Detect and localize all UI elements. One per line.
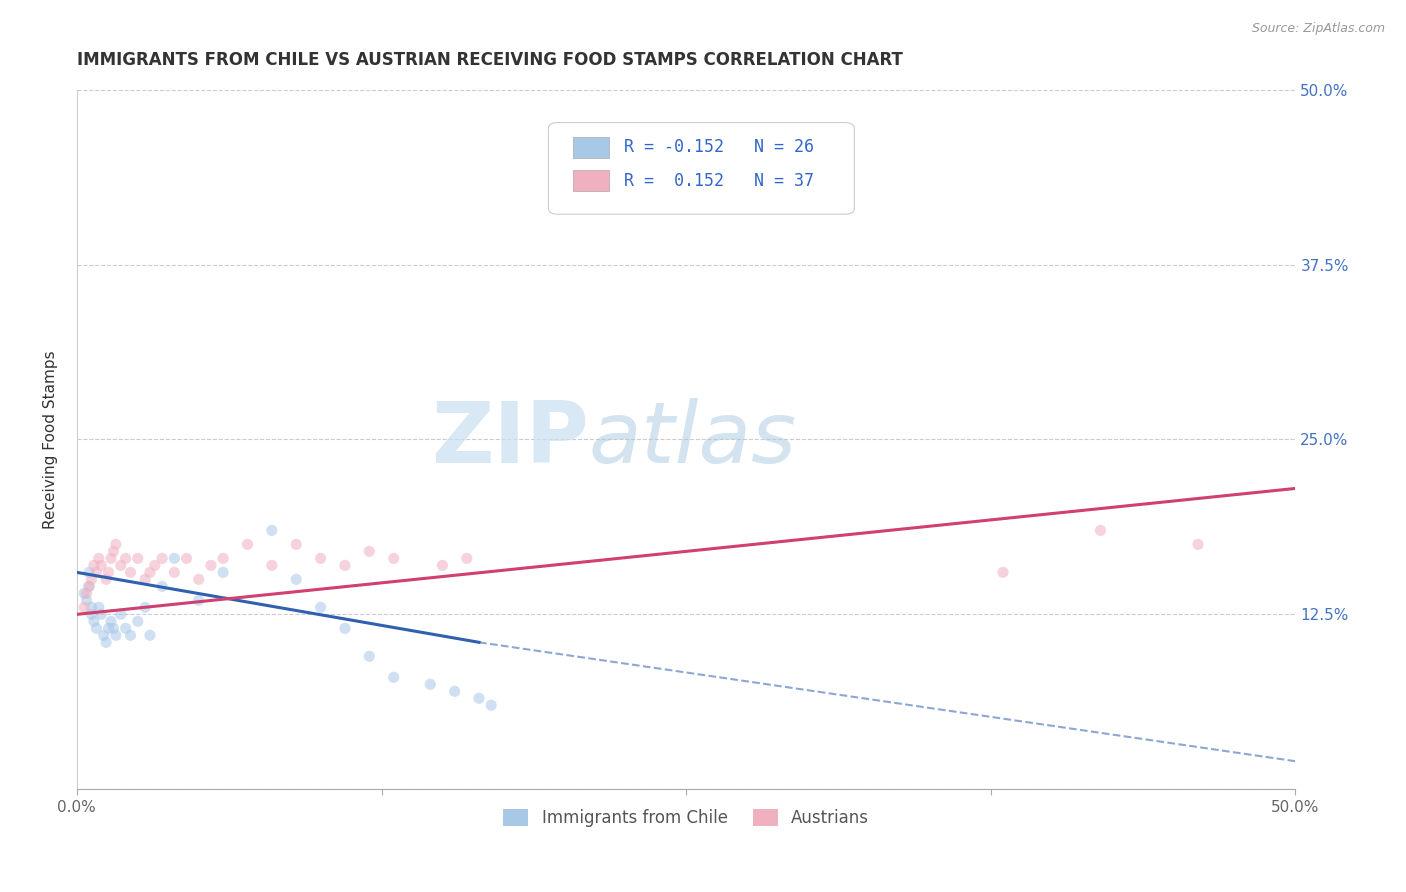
Point [114, 551, 136, 566]
Point [187, 573, 209, 587]
Text: IMMIGRANTS FROM CHILE VS AUSTRIAN RECEIVING FOOD STAMPS CORRELATION CHART: IMMIGRANTS FROM CHILE VS AUSTRIAN RECEIV… [77, 51, 903, 69]
Point [76, 593, 98, 607]
Point [143, 558, 166, 573]
Point [94, 635, 117, 649]
Point [80, 573, 103, 587]
Point [127, 615, 149, 629]
Point [94, 573, 117, 587]
Point [83, 558, 105, 573]
Point [443, 684, 465, 698]
Text: Source: ZipAtlas.com: Source: ZipAtlas.com [1251, 22, 1385, 36]
Point [1090, 524, 1112, 538]
Point [77, 579, 100, 593]
Point [479, 698, 502, 713]
Point [150, 579, 173, 593]
Point [260, 558, 283, 573]
Point [114, 621, 136, 635]
Point [359, 544, 381, 558]
Point [87, 600, 110, 615]
Point [110, 607, 132, 622]
FancyBboxPatch shape [548, 122, 855, 214]
Point [103, 544, 125, 558]
Point [139, 566, 162, 580]
Point [97, 621, 120, 635]
Point [134, 600, 156, 615]
Point [309, 551, 332, 566]
Point [100, 615, 122, 629]
Point [382, 551, 405, 566]
Point [103, 621, 125, 635]
Point [359, 649, 381, 664]
Point [187, 593, 209, 607]
Point [110, 558, 132, 573]
Point [76, 586, 98, 600]
Point [87, 551, 110, 566]
Point [200, 558, 222, 573]
Point [100, 551, 122, 566]
Point [73, 600, 96, 615]
Point [724, 180, 747, 194]
Y-axis label: Receiving Food Stamps: Receiving Food Stamps [44, 351, 58, 529]
Point [382, 670, 405, 684]
Point [419, 677, 441, 691]
Point [236, 537, 259, 551]
Point [80, 607, 103, 622]
Point [456, 551, 478, 566]
Point [163, 551, 186, 566]
Point [285, 537, 308, 551]
FancyBboxPatch shape [572, 136, 609, 158]
FancyBboxPatch shape [572, 170, 609, 191]
Point [333, 621, 356, 635]
Point [86, 621, 108, 635]
Point [134, 573, 156, 587]
Point [93, 628, 115, 642]
Point [1187, 537, 1209, 551]
Point [104, 628, 127, 642]
Point [285, 573, 308, 587]
Legend: Immigrants from Chile, Austrians: Immigrants from Chile, Austrians [496, 802, 876, 833]
Point [83, 615, 105, 629]
Point [77, 579, 100, 593]
Point [80, 600, 103, 615]
Point [333, 558, 356, 573]
Point [150, 551, 173, 566]
Text: atlas: atlas [589, 398, 797, 481]
Point [90, 558, 112, 573]
Point [104, 537, 127, 551]
Point [309, 600, 332, 615]
Point [163, 566, 186, 580]
Point [468, 691, 491, 706]
Point [86, 566, 108, 580]
Point [797, 138, 820, 153]
Point [73, 586, 96, 600]
Text: R = -0.152   N = 26: R = -0.152 N = 26 [624, 138, 814, 156]
Point [212, 566, 235, 580]
Point [77, 566, 100, 580]
Point [127, 551, 149, 566]
Point [97, 566, 120, 580]
Point [212, 551, 235, 566]
Text: ZIP: ZIP [430, 398, 589, 481]
Point [90, 607, 112, 622]
Point [120, 628, 142, 642]
Point [120, 566, 142, 580]
Point [176, 551, 198, 566]
Text: R =  0.152   N = 37: R = 0.152 N = 37 [624, 171, 814, 190]
Point [991, 566, 1014, 580]
Point [260, 524, 283, 538]
Point [139, 628, 162, 642]
Point [432, 558, 454, 573]
